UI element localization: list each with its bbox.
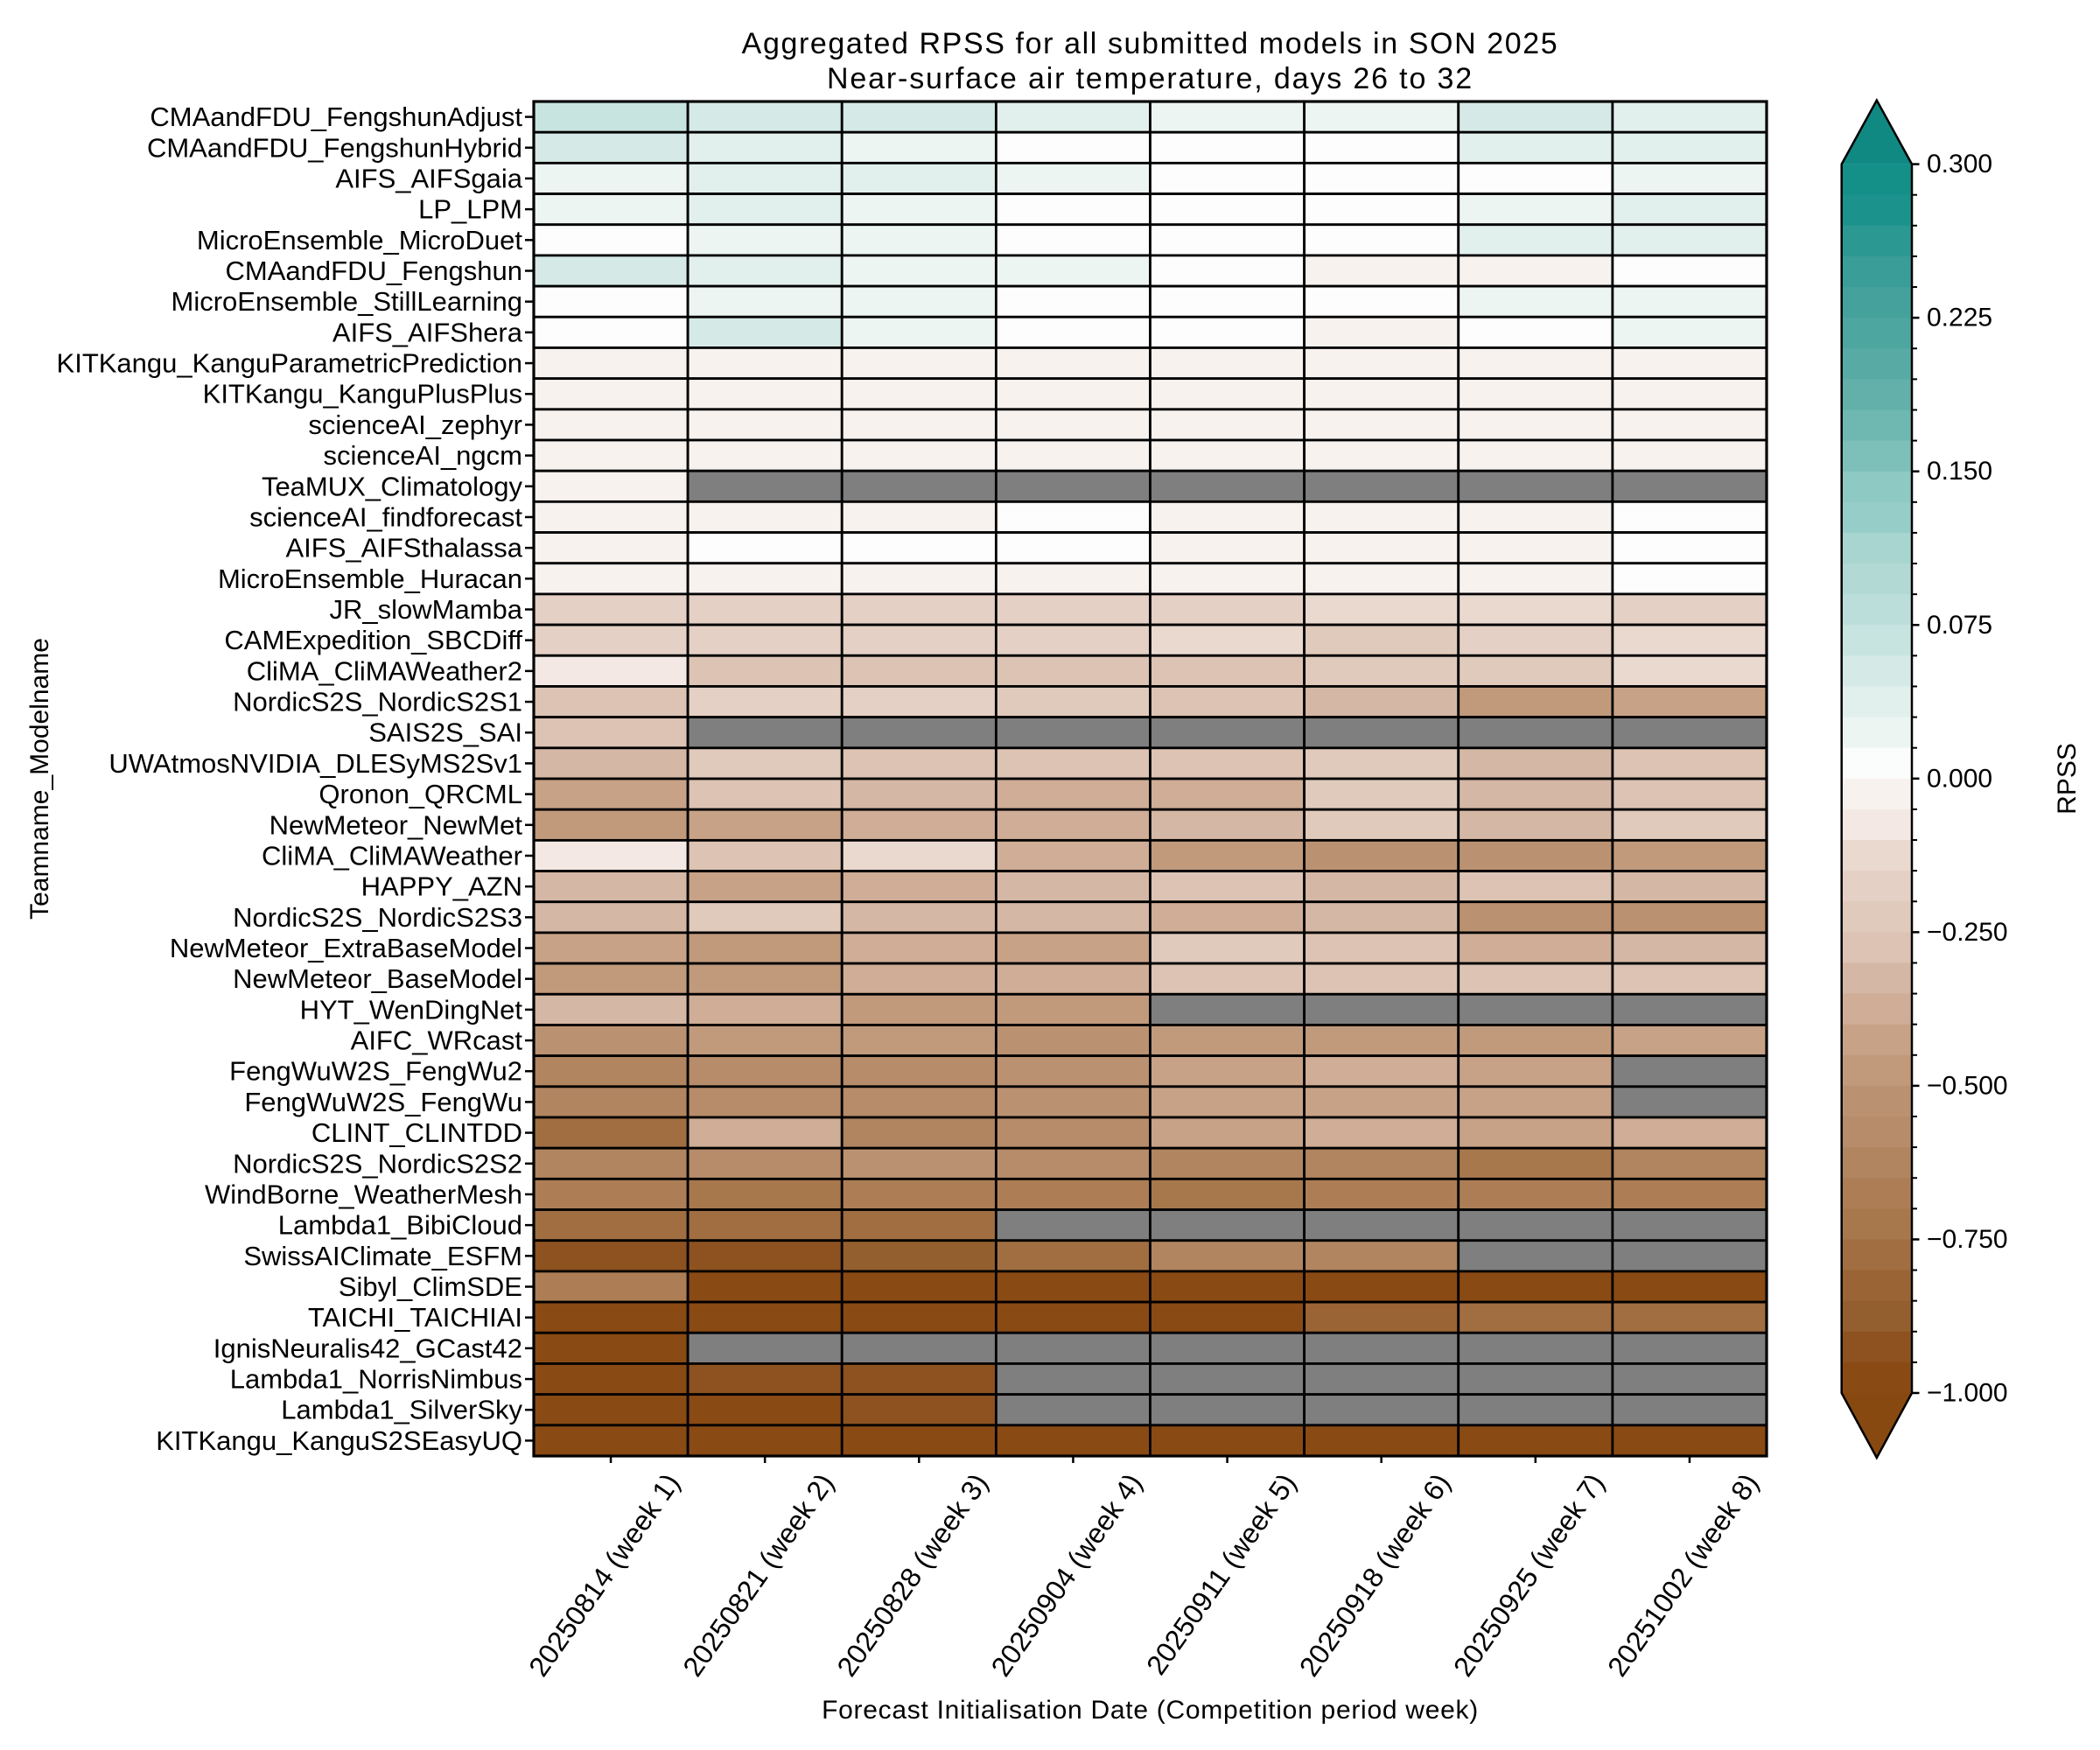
svg-text:CLINT_CLINTDD: CLINT_CLINTDD — [312, 1117, 522, 1148]
svg-text:−0.750: −0.750 — [1927, 1225, 2008, 1254]
svg-text:0.300: 0.300 — [1927, 150, 1992, 178]
svg-text:FengWuW2S_FengWu2: FengWuW2S_FengWu2 — [229, 1056, 522, 1087]
svg-text:AIFS_AIFShera: AIFS_AIFShera — [332, 317, 523, 347]
svg-text:MicroEnsemble_Huracan: MicroEnsemble_Huracan — [218, 564, 522, 594]
svg-text:scienceAI_ngcm: scienceAI_ngcm — [324, 440, 522, 471]
svg-text:AIFC_WRcast: AIFC_WRcast — [351, 1026, 523, 1056]
svg-text:0.225: 0.225 — [1927, 304, 1992, 332]
svg-text:AIFS_AIFSgaia: AIFS_AIFSgaia — [335, 163, 522, 193]
svg-text:scienceAI_zephyr: scienceAI_zephyr — [308, 410, 522, 440]
svg-text:LP_LPM: LP_LPM — [418, 194, 522, 225]
svg-text:−0.500: −0.500 — [1927, 1071, 2008, 1100]
svg-text:KITKangu_KanguPlusPlus: KITKangu_KanguPlusPlus — [203, 379, 522, 410]
svg-text:HYT_WenDingNet: HYT_WenDingNet — [300, 994, 523, 1025]
svg-text:−0.250: −0.250 — [1927, 918, 2008, 947]
svg-text:TAICHI_TAICHIAI: TAICHI_TAICHIAI — [308, 1302, 522, 1333]
svg-text:Qronon_QRCML: Qronon_QRCML — [318, 779, 522, 809]
svg-text:FengWuW2S_FengWu: FengWuW2S_FengWu — [244, 1087, 522, 1117]
svg-text:RPSS: RPSS — [2053, 743, 2082, 815]
svg-text:TeaMUX_Climatology: TeaMUX_Climatology — [262, 471, 523, 501]
svg-text:NordicS2S_NordicS2S2: NordicS2S_NordicS2S2 — [233, 1148, 522, 1179]
svg-text:CMAandFDU_FengshunAdjust: CMAandFDU_FengshunAdjust — [150, 102, 522, 132]
svg-text:UWAtmosNVIDIA_DLESyMS2Sv1: UWAtmosNVIDIA_DLESyMS2Sv1 — [108, 748, 522, 779]
svg-text:KITKangu_KanguS2SEasyUQ: KITKangu_KanguS2SEasyUQ — [156, 1425, 522, 1456]
svg-text:NewMeteor_ExtraBaseModel: NewMeteor_ExtraBaseModel — [170, 933, 522, 963]
svg-text:NordicS2S_NordicS2S1: NordicS2S_NordicS2S1 — [233, 687, 522, 718]
svg-text:NordicS2S_NordicS2S3: NordicS2S_NordicS2S3 — [233, 902, 522, 933]
svg-text:CAMExpedition_SBCDiff: CAMExpedition_SBCDiff — [224, 625, 522, 655]
svg-text:0.075: 0.075 — [1927, 611, 1992, 640]
svg-text:Sibyl_ClimSDE: Sibyl_ClimSDE — [339, 1271, 522, 1302]
svg-text:NewMeteor_BaseModel: NewMeteor_BaseModel — [233, 963, 522, 994]
svg-text:CMAandFDU_FengshunHybrid: CMAandFDU_FengshunHybrid — [147, 132, 522, 163]
svg-text:NewMeteor_NewMet: NewMeteor_NewMet — [270, 809, 523, 840]
svg-text:Lambda1_NorrisNimbus: Lambda1_NorrisNimbus — [230, 1364, 522, 1395]
svg-text:MicroEnsemble_MicroDuet: MicroEnsemble_MicroDuet — [197, 225, 523, 256]
svg-text:IgnisNeuralis42_GCast42: IgnisNeuralis42_GCast42 — [214, 1333, 522, 1363]
svg-text:CliMA_CliMAWeather2: CliMA_CliMAWeather2 — [247, 655, 522, 686]
svg-text:Forecast Initialisation Date (: Forecast Initialisation Date (Competitio… — [822, 1696, 1479, 1725]
svg-text:Lambda1_SilverSky: Lambda1_SilverSky — [281, 1395, 522, 1425]
svg-text:0.000: 0.000 — [1927, 764, 1992, 793]
svg-text:SAIS2S_SAI: SAIS2S_SAI — [368, 718, 522, 748]
svg-text:AIFS_AIFSthalassa: AIFS_AIFSthalassa — [285, 533, 522, 564]
svg-text:−1.000: −1.000 — [1927, 1379, 2008, 1408]
svg-text:Near-surface air temperature,: Near-surface air temperature, days 26 to… — [827, 62, 1474, 95]
svg-text:JR_slowMamba: JR_slowMamba — [329, 594, 522, 625]
svg-text:0.150: 0.150 — [1927, 457, 1992, 486]
svg-text:HAPPY_AZN: HAPPY_AZN — [361, 872, 522, 902]
svg-text:CMAandFDU_Fengshun: CMAandFDU_Fengshun — [226, 256, 522, 286]
svg-text:WindBorne_WeatherMesh: WindBorne_WeatherMesh — [205, 1179, 522, 1209]
svg-text:scienceAI_findforecast: scienceAI_findforecast — [249, 501, 522, 532]
svg-text:KITKangu_KanguParametricPredic: KITKangu_KanguParametricPrediction — [57, 348, 522, 379]
svg-text:Lambda1_BibiCloud: Lambda1_BibiCloud — [278, 1210, 522, 1241]
svg-text:Aggregated RPSS for all submit: Aggregated RPSS for all submitted models… — [742, 27, 1559, 60]
svg-text:CliMA_CliMAWeather: CliMA_CliMAWeather — [262, 840, 522, 871]
svg-text:Teamname_Modelname: Teamname_Modelname — [25, 638, 54, 920]
svg-text:MicroEnsemble_StillLearning: MicroEnsemble_StillLearning — [172, 286, 522, 317]
svg-text:SwissAIClimate_ESFM: SwissAIClimate_ESFM — [243, 1241, 522, 1271]
